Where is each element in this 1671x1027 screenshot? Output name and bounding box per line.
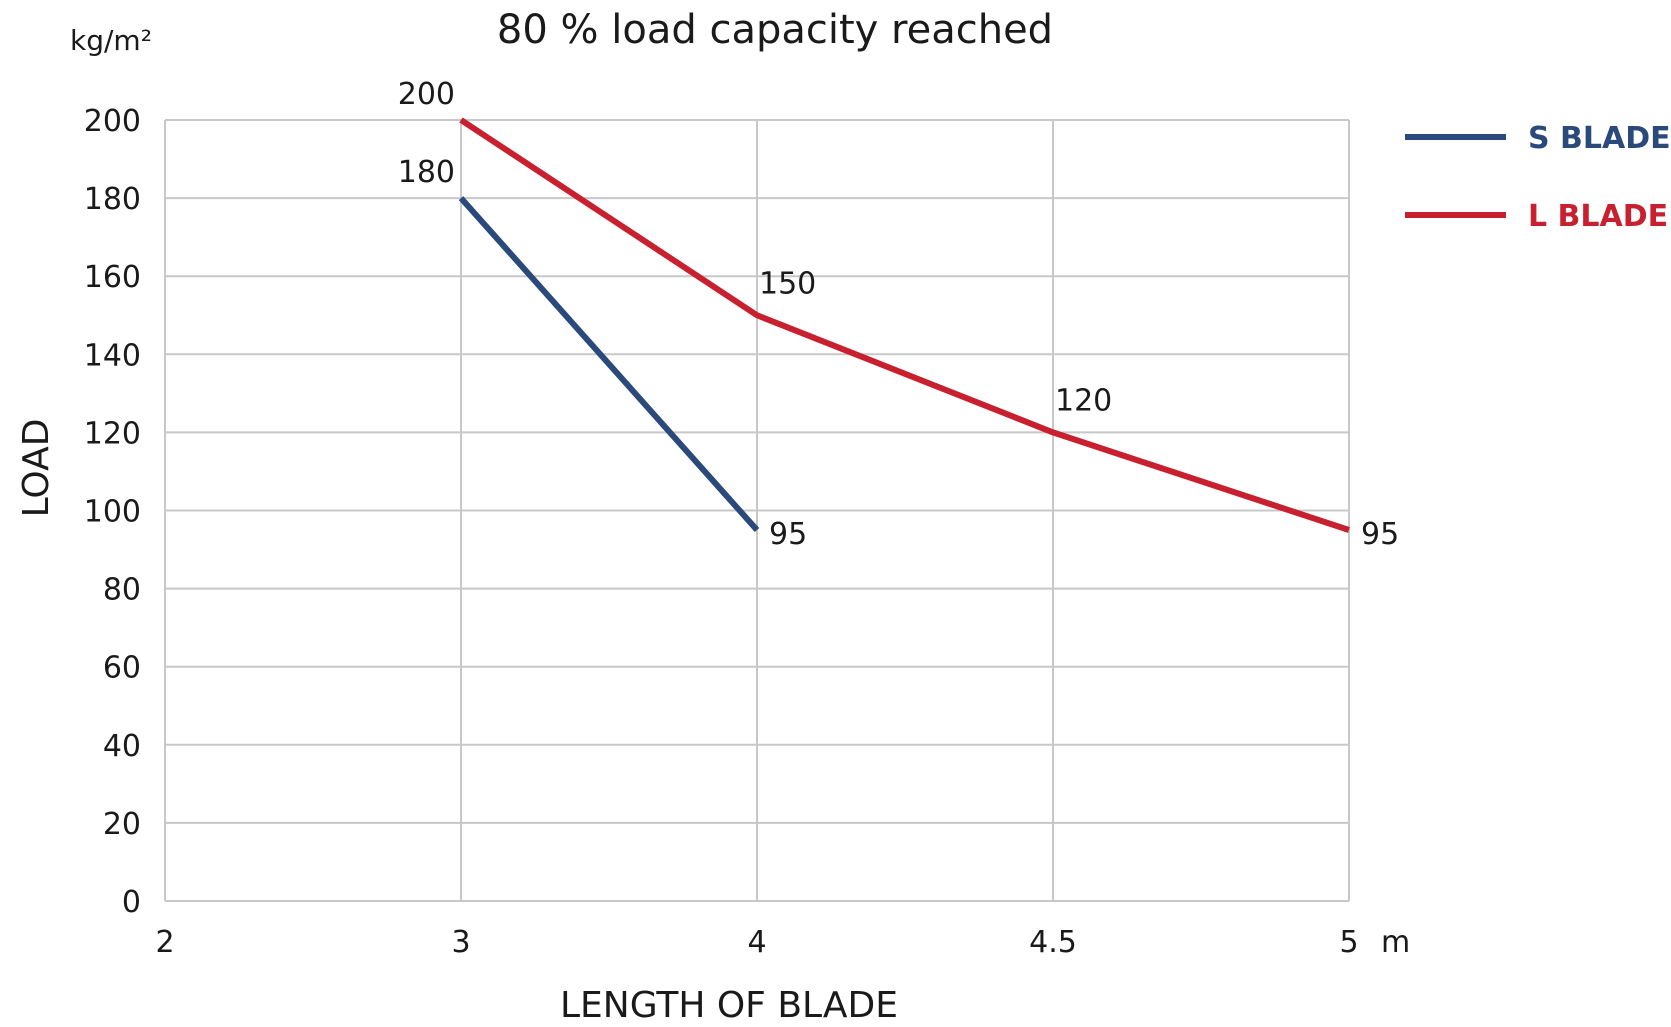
y-tick-label: 0 (122, 885, 141, 920)
chart-title: 80 % load capacity reached (497, 7, 1053, 53)
legend-label: S BLADE (1528, 121, 1671, 156)
data-label: 95 (769, 517, 807, 552)
legend-label: L BLADE (1528, 199, 1668, 234)
y-tick-label: 20 (103, 807, 141, 842)
x-unit-label: m (1381, 925, 1410, 960)
y-tick-label: 80 (103, 573, 141, 608)
y-tick-label: 200 (84, 104, 141, 139)
x-tick-label: 5 (1339, 925, 1358, 960)
data-label: 95 (1361, 517, 1399, 552)
y-tick-label: 140 (84, 338, 141, 373)
y-tick-label: 100 (84, 495, 141, 530)
x-tick-label: 2 (155, 925, 174, 960)
y-tick-label: 180 (84, 182, 141, 217)
data-label: 200 (398, 77, 455, 112)
legend: S BLADE L BLADE (1405, 121, 1671, 234)
grid (164, 119, 1350, 902)
x-tick-label: 3 (451, 925, 470, 960)
series-line-l-blade (459, 117, 1350, 533)
y-tick-label: 60 (103, 651, 141, 686)
data-label: 180 (398, 155, 455, 190)
y-tick-label: 40 (103, 729, 141, 764)
axis-ticks: 0 20 40 60 80 100 120 140 160 180 200 2 3 4 4.5 5 (84, 104, 1359, 960)
series-line-s-blade (458, 196, 760, 533)
y-tick-label: 120 (84, 416, 141, 451)
x-tick-label: 4 (747, 925, 766, 960)
data-label: 120 (1055, 383, 1112, 418)
x-axis-title: LENGTH OF BLADE (560, 985, 898, 1026)
data-labels: 180 95 200 150 120 95 (398, 77, 1399, 552)
y-tick-label: 160 (84, 260, 141, 295)
data-label: 150 (759, 266, 816, 301)
y-axis-title: LOAD (16, 419, 57, 518)
y-unit-label: kg/m² (70, 24, 152, 57)
x-tick-label: 4.5 (1029, 925, 1077, 960)
series-lines (458, 117, 1350, 533)
